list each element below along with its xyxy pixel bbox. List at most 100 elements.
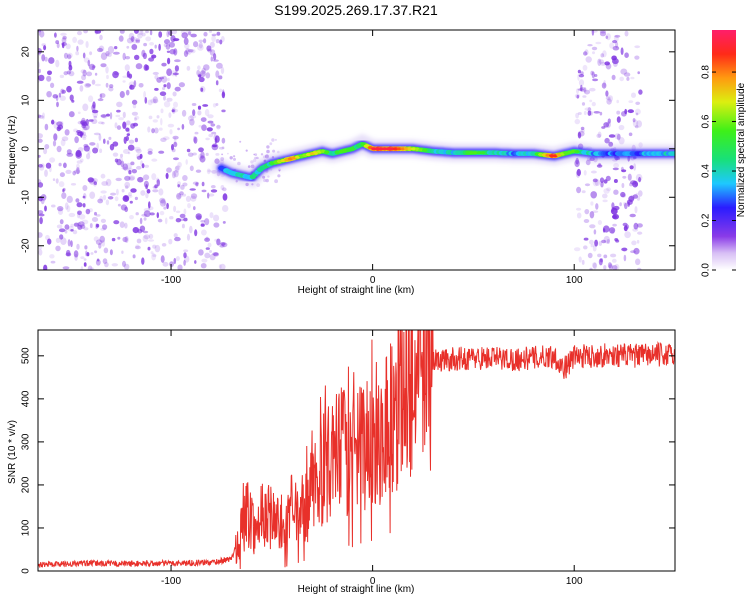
noise-speckle [591, 30, 598, 33]
noise-speckle [82, 103, 89, 112]
noise-speckle [38, 249, 43, 256]
noise-speckle [260, 153, 264, 156]
noise-speckle [143, 217, 147, 221]
noise-speckle [59, 95, 66, 101]
noise-speckle [174, 59, 181, 63]
noise-speckle [614, 133, 621, 140]
noise-speckle [73, 222, 79, 227]
noise-speckle [62, 188, 65, 193]
noise-speckle [137, 33, 143, 39]
noise-speckle [596, 133, 602, 138]
noise-speckle [147, 151, 153, 155]
noise-speckle [117, 203, 121, 207]
noise-speckle [38, 182, 44, 188]
noise-speckle [158, 127, 163, 131]
noise-speckle [158, 188, 164, 196]
noise-speckle [204, 237, 211, 242]
noise-speckle [122, 111, 126, 119]
noise-speckle [105, 82, 109, 88]
noise-speckle [143, 64, 149, 71]
noise-speckle [179, 213, 186, 219]
noise-speckle [599, 31, 607, 37]
noise-speckle [80, 158, 84, 162]
noise-speckle [578, 74, 585, 78]
noise-speckle [135, 38, 141, 42]
noise-speckle [100, 173, 106, 179]
noise-speckle [194, 229, 198, 237]
noise-speckle [612, 223, 617, 227]
noise-speckle [134, 196, 138, 201]
ridge-core [364, 144, 370, 148]
noise-speckle [183, 249, 189, 253]
noise-speckle [580, 126, 585, 131]
noise-speckle [76, 167, 80, 175]
noise-speckle [47, 70, 52, 76]
noise-speckle [193, 41, 199, 48]
noise-speckle [92, 110, 98, 118]
noise-speckle [185, 159, 188, 165]
noise-speckle [85, 83, 92, 87]
noise-speckle [596, 164, 603, 168]
noise-speckle [62, 266, 70, 270]
noise-speckle [623, 225, 628, 232]
noise-speckle [125, 89, 130, 96]
noise-speckle [593, 229, 597, 235]
noise-speckle [612, 40, 618, 44]
noise-speckle [612, 167, 619, 171]
noise-speckle [245, 149, 248, 152]
spectrogram-y-tick-label: 0 [21, 146, 32, 152]
noise-speckle [636, 120, 642, 128]
noise-speckle [49, 157, 56, 163]
noise-speckle [58, 92, 62, 98]
noise-speckle [634, 125, 639, 129]
noise-speckle [104, 261, 109, 268]
noise-speckle [183, 37, 189, 45]
noise-speckle [167, 57, 171, 65]
noise-speckle [629, 213, 636, 218]
noise-speckle [97, 47, 103, 53]
noise-speckle [129, 215, 134, 220]
noise-speckle [38, 61, 41, 69]
noise-speckle [139, 217, 143, 225]
noise-speckle [590, 244, 595, 248]
noise-speckle [591, 101, 596, 107]
noise-speckle [80, 224, 86, 229]
noise-speckle [149, 48, 154, 55]
noise-speckle [108, 136, 112, 140]
noise-speckle [123, 263, 130, 270]
noise-speckle [143, 180, 149, 188]
noise-speckle [576, 94, 580, 99]
noise-speckle [183, 50, 189, 57]
snr-series-line [38, 330, 675, 569]
noise-speckle [179, 191, 184, 196]
noise-speckle [616, 133, 621, 141]
noise-speckle [200, 117, 207, 122]
noise-speckle [88, 119, 94, 122]
noise-speckle [63, 52, 69, 59]
noise-speckle [90, 252, 94, 255]
noise-speckle [620, 47, 624, 55]
noise-speckle [38, 47, 42, 55]
noise-speckle [613, 189, 619, 195]
noise-speckle [626, 76, 630, 81]
spectrogram-ridge [212, 133, 675, 188]
noise-speckle [128, 175, 136, 181]
noise-speckle [142, 235, 149, 243]
noise-speckle [633, 163, 637, 171]
noise-speckle [186, 65, 191, 71]
noise-speckle [183, 252, 187, 259]
noise-speckle [156, 179, 160, 187]
noise-speckle [220, 242, 226, 246]
noise-speckle [636, 267, 642, 270]
noise-speckle [92, 101, 96, 109]
noise-speckle [84, 245, 88, 250]
spectrogram-frame [37, 29, 676, 271]
noise-speckle [105, 51, 110, 57]
noise-speckle [80, 266, 84, 270]
noise-speckle [109, 84, 114, 89]
noise-speckle [76, 45, 79, 52]
noise-speckle [211, 131, 217, 135]
noise-speckle [624, 202, 628, 210]
noise-speckle [131, 44, 138, 50]
noise-speckle [44, 56, 48, 62]
